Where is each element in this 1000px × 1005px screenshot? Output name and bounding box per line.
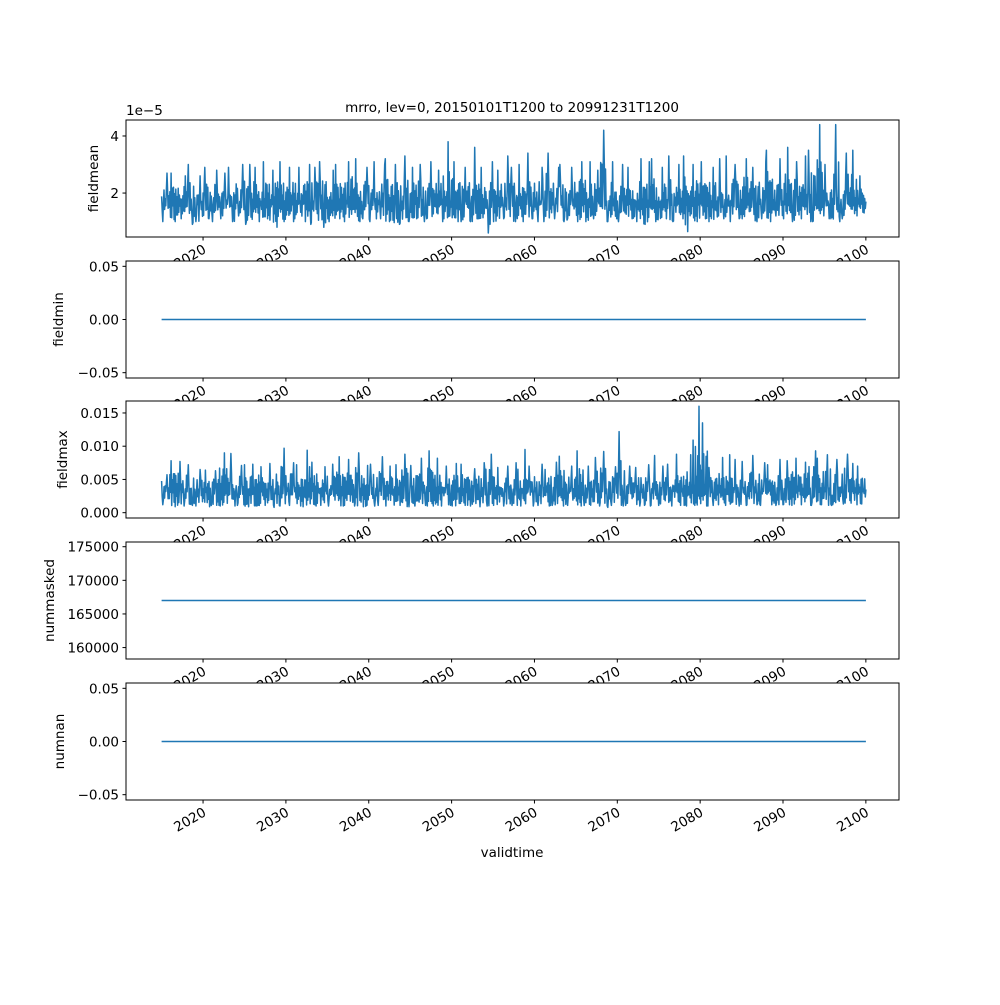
- y-tick-label: 0.05: [89, 259, 119, 275]
- y-axis-label: numnan: [52, 714, 68, 770]
- y-axis-label: fieldmin: [51, 292, 67, 347]
- y-tick-label: 0.00: [89, 735, 119, 751]
- y-tick-label: 0.00: [89, 313, 119, 329]
- x-tick-label: 2070: [586, 805, 624, 836]
- y-offset-text: 1e−5: [126, 103, 163, 119]
- y-axis-label: fieldmax: [55, 430, 71, 489]
- panel-numnan: −0.05 0.00 0.05 numnan 2020 2030 2040 2050 2060 2…: [52, 681, 900, 836]
- y-tick-label: 165000: [67, 607, 119, 623]
- y-axis-label: nummasked: [42, 559, 58, 642]
- y-tick-label: 0.015: [80, 406, 119, 422]
- y-tick-label: 0.005: [80, 472, 119, 488]
- y-tick-label: 170000: [67, 573, 119, 589]
- axes-frame: [125, 541, 900, 660]
- y-tick-label: 175000: [67, 540, 119, 556]
- y-tick-label: 0.05: [89, 681, 119, 697]
- y-tick-label: 0.010: [80, 439, 119, 455]
- y-tick-label: −0.05: [78, 366, 119, 382]
- y-tick-label: 4: [110, 129, 119, 145]
- y-tick-label: −0.05: [78, 788, 119, 804]
- y-tick-label: 0.000: [80, 506, 119, 522]
- y-axis-label: fieldmean: [86, 145, 102, 212]
- axes-frame: [125, 119, 900, 238]
- y-tick-label: 2: [110, 186, 119, 202]
- chart-title: mrro, lev=0, 20150101T1200 to 20991231T1…: [345, 100, 679, 116]
- x-tick-label: 2060: [503, 805, 541, 836]
- x-tick-label: 2080: [668, 805, 706, 836]
- x-tick-label: 2090: [751, 805, 789, 836]
- x-tick-label: 2030: [254, 805, 292, 836]
- x-tick-label: 2040: [337, 805, 375, 836]
- x-axis-label: validtime: [481, 845, 544, 861]
- axes-frame: [125, 400, 900, 519]
- x-tick-label: 2020: [171, 805, 209, 836]
- series-line-fieldmax: [160, 405, 867, 509]
- series-line-fieldmean: [160, 123, 867, 234]
- y-tick-label: 160000: [67, 641, 119, 657]
- x-tick-label: 2050: [420, 805, 458, 836]
- x-tick-label: 2100: [834, 805, 872, 836]
